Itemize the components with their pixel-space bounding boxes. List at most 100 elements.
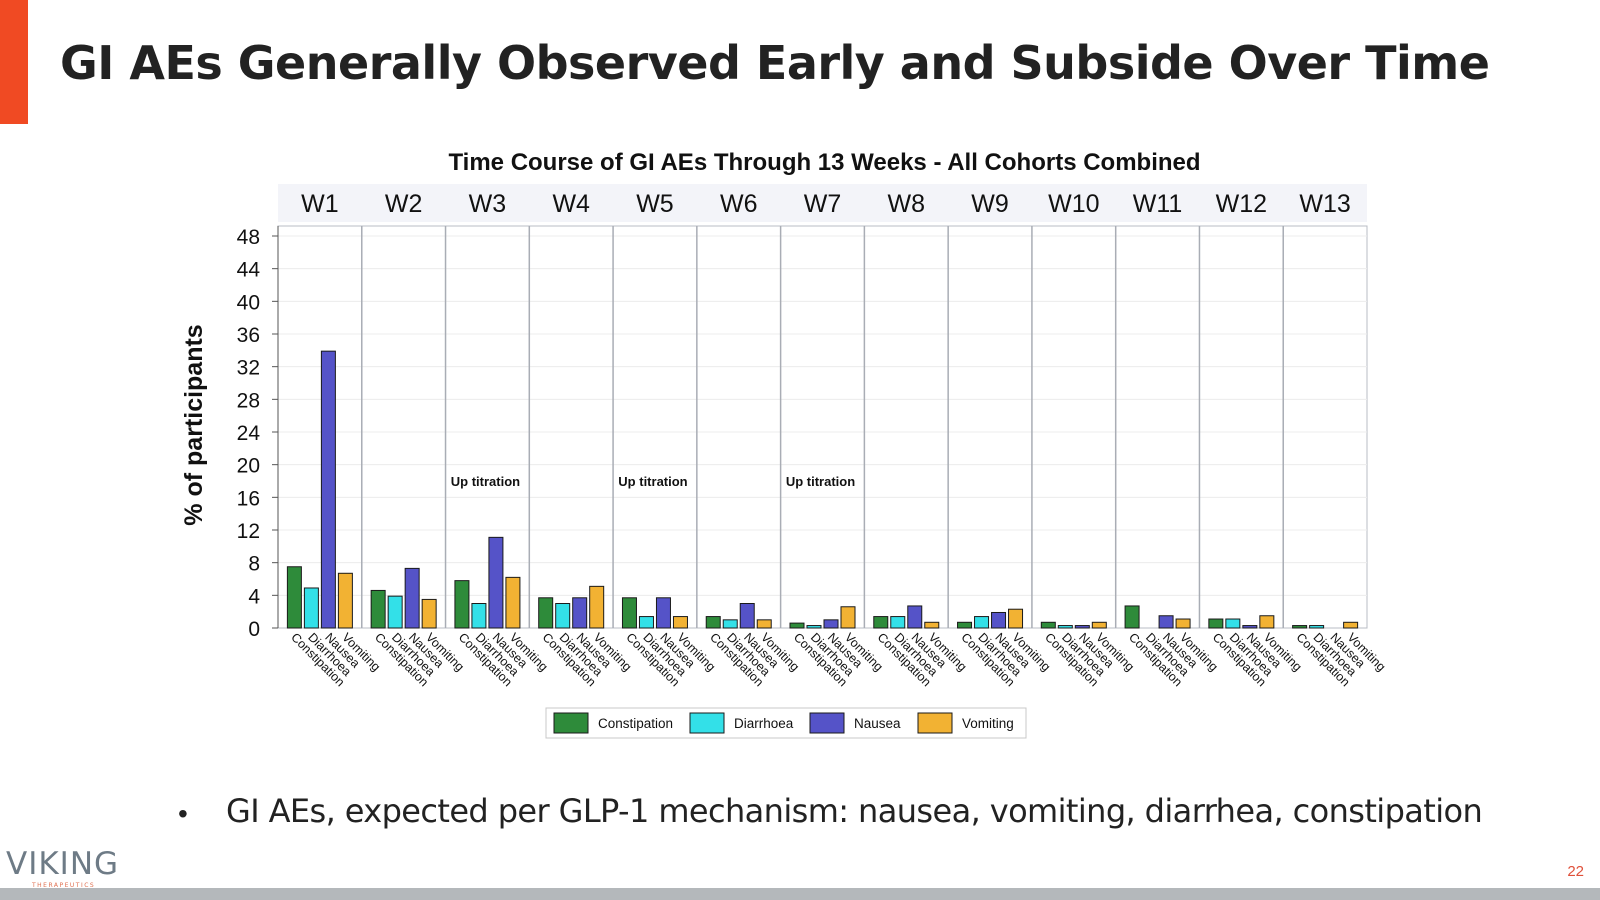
bar-vomiting xyxy=(421,598,437,629)
bar-vomiting xyxy=(840,606,856,629)
bar-constipation xyxy=(1040,621,1056,629)
bar-constipation xyxy=(538,597,554,629)
panel-label: W5 xyxy=(636,190,674,218)
y-tick-label: 4 xyxy=(248,585,260,608)
logo-word: VIKING xyxy=(6,846,120,882)
panel-label: W3 xyxy=(469,190,507,218)
legend-label-nausea: Nausea xyxy=(854,716,901,731)
bar-constipation xyxy=(370,589,386,629)
bar-diarrhoea xyxy=(303,587,319,629)
bar-vomiting xyxy=(337,572,353,629)
bar-constipation xyxy=(705,616,721,629)
panel-label: W9 xyxy=(971,190,1009,218)
annotation-up-titration: Up titration xyxy=(618,474,687,489)
bar-diarrhoea xyxy=(722,619,738,629)
bar-vomiting xyxy=(1091,621,1107,629)
bar-constipation xyxy=(957,621,973,629)
panel-label: W8 xyxy=(888,190,926,218)
chart: Time Course of GI AEs Through 13 Weeks -… xyxy=(180,149,1388,739)
bar-nausea xyxy=(823,619,839,629)
panel-label: W7 xyxy=(804,190,842,218)
bar-diarrhoea xyxy=(1309,625,1325,629)
bar-constipation xyxy=(1124,605,1140,629)
bar-constipation xyxy=(789,622,805,629)
bar-constipation xyxy=(873,616,889,629)
legend-swatch-vomiting xyxy=(917,712,953,734)
bar-diarrhoea xyxy=(1057,625,1073,629)
bar-vomiting xyxy=(756,619,772,629)
bar-diarrhoea xyxy=(1225,618,1241,629)
legend-swatch-nausea xyxy=(809,712,845,734)
bar-nausea xyxy=(1158,615,1174,629)
legend-swatch-constipation xyxy=(553,712,589,734)
panel-label: W6 xyxy=(720,190,758,218)
bar-vomiting xyxy=(589,585,605,629)
bar-nausea xyxy=(320,350,336,629)
bar-nausea xyxy=(488,536,504,629)
bar-vomiting xyxy=(924,621,940,629)
bar-nausea xyxy=(991,611,1007,629)
logo-subtitle: THERAPEUTICS xyxy=(32,882,96,889)
company-logo: VIKING THERAPEUTICS xyxy=(6,846,120,889)
accent-bar xyxy=(0,0,28,124)
bar-vomiting xyxy=(1008,608,1024,629)
bar-diarrhoea xyxy=(890,616,906,629)
legend-label-vomiting: Vomiting xyxy=(962,716,1014,731)
y-axis-label: % of participants xyxy=(180,324,208,525)
page-number: 22 xyxy=(1567,863,1584,880)
panel-label: W12 xyxy=(1216,190,1267,218)
footer-bar xyxy=(0,888,1600,900)
bar-constipation xyxy=(454,580,470,629)
annotation-up-titration: Up titration xyxy=(786,474,855,489)
chart-title: Time Course of GI AEs Through 13 Weeks -… xyxy=(448,149,1200,176)
bar-vomiting xyxy=(505,576,521,629)
bar-constipation xyxy=(621,597,637,629)
bar-nausea xyxy=(404,567,420,629)
bar-nausea xyxy=(572,597,588,629)
bullet-marker: • xyxy=(178,798,188,829)
bar-constipation xyxy=(286,566,302,629)
y-tick-label: 40 xyxy=(237,291,260,314)
y-tick-label: 36 xyxy=(237,324,260,347)
bullet-text: GI AEs, expected per GLP-1 mechanism: na… xyxy=(226,792,1483,830)
bar-diarrhoea xyxy=(387,595,403,629)
legend-label-constipation: Constipation xyxy=(598,716,673,731)
bar-nausea xyxy=(907,605,923,629)
y-tick-label: 48 xyxy=(237,226,260,249)
panel-label: W4 xyxy=(552,190,590,218)
plot-area xyxy=(277,225,1368,629)
bar-constipation xyxy=(1208,618,1224,629)
bar-nausea xyxy=(655,597,671,629)
panel-header-strip xyxy=(278,184,1367,222)
y-tick-label: 12 xyxy=(237,520,260,543)
y-tick-label: 44 xyxy=(237,259,261,282)
y-tick-label: 24 xyxy=(237,422,261,445)
bar-diarrhoea xyxy=(974,616,990,629)
annotation-up-titration: Up titration xyxy=(451,474,520,489)
y-tick-label: 20 xyxy=(237,455,260,478)
bar-nausea xyxy=(739,603,755,629)
panel-label: W13 xyxy=(1299,190,1350,218)
bar-diarrhoea xyxy=(471,603,487,629)
panel-label: W10 xyxy=(1048,190,1099,218)
panel-label: W2 xyxy=(385,190,423,218)
bar-vomiting xyxy=(1175,618,1191,629)
bar-diarrhoea xyxy=(638,616,654,629)
y-tick-label: 0 xyxy=(248,618,260,641)
panel-label: W1 xyxy=(301,190,339,218)
bar-vomiting xyxy=(1259,615,1275,629)
bar-constipation xyxy=(1292,625,1308,629)
slide-title: GI AEs Generally Observed Early and Subs… xyxy=(60,36,1490,90)
bar-nausea xyxy=(1074,625,1090,629)
y-tick-label: 28 xyxy=(237,389,260,412)
y-tick-label: 32 xyxy=(237,357,260,380)
bar-diarrhoea xyxy=(806,625,822,629)
bar-vomiting xyxy=(1343,621,1359,629)
y-tick-label: 16 xyxy=(237,487,260,510)
bar-nausea xyxy=(1242,625,1258,629)
legend-swatch-diarrhoea xyxy=(689,712,725,734)
legend-label-diarrhoea: Diarrhoea xyxy=(734,716,794,731)
y-tick-label: 8 xyxy=(248,553,260,576)
bar-diarrhoea xyxy=(555,603,571,629)
panel-label: W11 xyxy=(1133,190,1183,218)
